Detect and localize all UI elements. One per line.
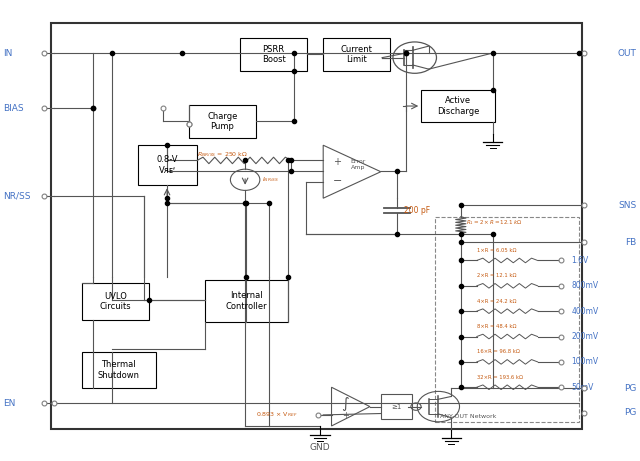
Text: NR/SS: NR/SS — [3, 191, 31, 201]
FancyBboxPatch shape — [82, 283, 149, 320]
Text: PSRR
Boost: PSRR Boost — [262, 45, 285, 65]
Text: EN: EN — [3, 399, 15, 408]
Text: Active
Discharge: Active Discharge — [436, 96, 479, 116]
Text: Charge
Pump: Charge Pump — [207, 112, 237, 131]
FancyBboxPatch shape — [51, 23, 582, 429]
Text: Current
Limit: Current Limit — [341, 45, 372, 65]
Polygon shape — [332, 387, 370, 426]
Text: 4×R = 24.2 kΩ: 4×R = 24.2 kΩ — [477, 299, 516, 303]
Text: Amp: Amp — [351, 165, 365, 171]
Text: Error: Error — [351, 159, 366, 164]
Text: 2×R = 12.1 kΩ: 2×R = 12.1 kΩ — [477, 273, 516, 278]
Text: −: − — [333, 176, 342, 186]
Text: 200mV: 200mV — [572, 332, 598, 341]
FancyBboxPatch shape — [381, 394, 412, 419]
Text: GND: GND — [310, 443, 330, 452]
FancyBboxPatch shape — [82, 352, 156, 388]
Text: 1×R = 6.05 kΩ: 1×R = 6.05 kΩ — [477, 248, 516, 253]
Text: Thermal
Shutdown: Thermal Shutdown — [98, 361, 140, 380]
Text: 1.6V: 1.6V — [572, 256, 589, 265]
Text: ANY-OUT Network: ANY-OUT Network — [440, 414, 497, 419]
Text: $R_1 = 2\times R = 12.1\,k\Omega$: $R_1 = 2\times R = 12.1\,k\Omega$ — [466, 218, 522, 227]
Text: 50mV: 50mV — [572, 383, 594, 392]
Text: BIAS: BIAS — [3, 104, 24, 113]
Text: 32×R = 193.6 kΩ: 32×R = 193.6 kΩ — [477, 375, 523, 379]
Text: 400mV: 400mV — [572, 307, 599, 316]
Text: PG: PG — [625, 408, 637, 417]
Text: 0.8-V
Vᴙᴇᶠ: 0.8-V Vᴙᴇᶠ — [157, 155, 178, 175]
FancyBboxPatch shape — [240, 38, 307, 71]
Text: +: + — [342, 411, 349, 420]
FancyBboxPatch shape — [189, 105, 256, 138]
FancyBboxPatch shape — [421, 90, 495, 122]
Text: 800mV: 800mV — [572, 281, 598, 290]
Polygon shape — [323, 145, 381, 198]
FancyBboxPatch shape — [205, 280, 288, 322]
Text: $R_{NR/SS}$ = 250 k$\Omega$: $R_{NR/SS}$ = 250 k$\Omega$ — [197, 150, 248, 159]
Text: OUT: OUT — [618, 48, 637, 58]
Text: PG: PG — [625, 384, 637, 393]
Text: FB: FB — [625, 237, 637, 247]
Text: 8×R = 48.4 kΩ: 8×R = 48.4 kΩ — [477, 324, 516, 329]
Text: +: + — [333, 157, 341, 167]
Text: UVLO
Circuits: UVLO Circuits — [100, 292, 131, 311]
Text: 100mV: 100mV — [572, 357, 598, 366]
Text: 200 pF: 200 pF — [404, 206, 431, 215]
FancyBboxPatch shape — [323, 38, 390, 71]
Text: $I_{NR/SS}$: $I_{NR/SS}$ — [262, 176, 280, 184]
Text: 0.893 × V$_{REF}$: 0.893 × V$_{REF}$ — [256, 410, 298, 420]
Text: SNS: SNS — [618, 201, 637, 210]
Text: $\int$: $\int$ — [341, 395, 350, 413]
FancyBboxPatch shape — [138, 145, 197, 185]
Text: Internal
Controller: Internal Controller — [225, 291, 268, 311]
Text: 16×R = 96.8 kΩ: 16×R = 96.8 kΩ — [477, 349, 520, 354]
Text: IN: IN — [3, 48, 13, 58]
Text: ≥1: ≥1 — [391, 403, 401, 410]
